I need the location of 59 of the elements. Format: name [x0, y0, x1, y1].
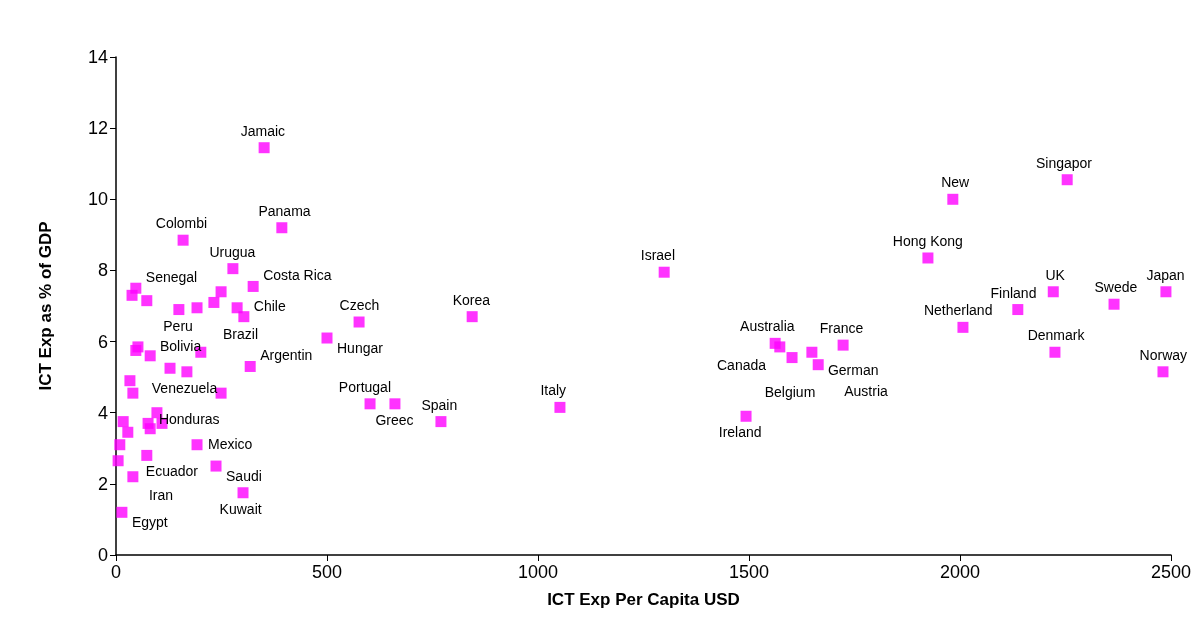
annotation: Korea [452, 291, 491, 308]
annotation: Brazil [223, 325, 259, 342]
y-tick-label: 14 [87, 47, 108, 67]
annotation: Spain [421, 396, 458, 413]
x-tick-label: 1000 [517, 562, 559, 582]
x-tick-label: 500 [311, 562, 343, 582]
annotation: Norway [1139, 346, 1188, 363]
annotation: Israel [640, 247, 676, 264]
annotation: Belgium [764, 383, 816, 400]
annotation: Ireland [718, 424, 762, 441]
annotation: Jamaic [240, 122, 286, 139]
x-tick-label: 0 [110, 562, 122, 582]
annotation: Egypt [131, 514, 168, 531]
annotation: Kuwait [219, 500, 262, 517]
y-tick-label: 4 [97, 402, 108, 423]
annotation: Canada [717, 356, 767, 373]
annotation: German [827, 362, 879, 379]
annotation: Mexico [208, 436, 253, 453]
annotation: Finland [990, 284, 1037, 301]
annotation: Denmark [1027, 327, 1086, 344]
annotation: Iran [148, 486, 174, 503]
annotation: Portugal [338, 378, 391, 395]
annotation: Singapor [1035, 154, 1093, 171]
annotation: Peru [163, 317, 193, 334]
annotation: Italy [540, 382, 567, 399]
annotation: Urugua [209, 243, 256, 260]
annotation: France [819, 320, 864, 337]
annotation: Netherland [923, 302, 993, 319]
annotation: UK [1045, 266, 1066, 283]
annotation: Hungar [337, 340, 384, 357]
annotation: Swede [1094, 279, 1138, 296]
annotation: Colombi [155, 215, 208, 232]
annotation: Argentin [260, 347, 313, 364]
annotation: Senegal [145, 269, 198, 286]
x-tick-label: 2000 [939, 562, 981, 582]
annotation: Hong Kong [892, 232, 963, 249]
annotation: Ecuador [145, 462, 199, 479]
x-axis-title: ICT Exp Per Capita USD [547, 590, 740, 609]
x-tick-label: 2500 [1150, 562, 1192, 582]
annotation: Australia [740, 318, 795, 335]
annotation: Japan [1146, 266, 1185, 283]
annotation: Costa Rica [263, 267, 332, 284]
annotation: Austria [844, 382, 888, 399]
y-tick-label: 6 [97, 331, 108, 352]
annotation: Chile [253, 297, 286, 314]
y-tick-label: 10 [87, 189, 108, 210]
y-tick-label: 0 [97, 545, 108, 565]
annotation: New [941, 174, 971, 191]
y-tick-label: 12 [87, 118, 108, 139]
annotation: Bolivia [159, 338, 202, 355]
annotation: Venezuela [151, 379, 218, 396]
x-tick-label: 1500 [728, 562, 770, 582]
annotation: Greec [375, 411, 414, 428]
annotation: Panama [258, 202, 311, 219]
annotation: Saudi [226, 468, 262, 485]
y-tick-label: 2 [97, 473, 108, 494]
y-axis-title: ICT Exp as % of GDP [36, 221, 55, 391]
y-tick-label: 8 [97, 260, 108, 281]
annotation: Czech [339, 297, 380, 314]
